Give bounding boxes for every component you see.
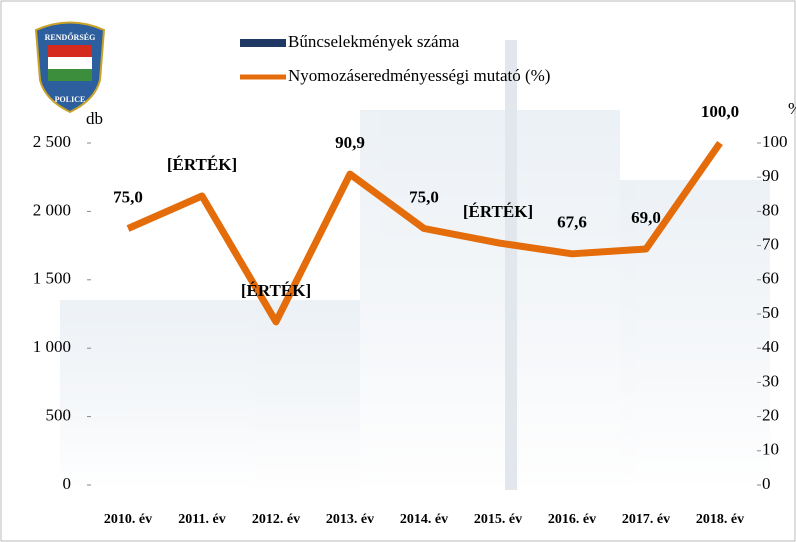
value-label: 75,0 xyxy=(409,187,439,206)
value-label: 90,9 xyxy=(335,133,365,152)
x-tick-label: 2010. év xyxy=(104,512,152,527)
y-tick-label: 1 000 xyxy=(33,337,71,356)
value-label: 69,0 xyxy=(631,208,661,227)
value-label: 100,0 xyxy=(701,102,739,121)
y2-tick-label: 50 xyxy=(762,303,779,322)
value-label: [ÉRTÉK] xyxy=(241,281,311,300)
background-building xyxy=(60,40,770,490)
logo-bottom: POLICE xyxy=(55,95,86,104)
x-tick-label: 2017. év xyxy=(622,512,670,527)
logo: RENDŐRSÉG POLICE xyxy=(34,21,106,114)
y-tick-label: 1 500 xyxy=(33,269,71,288)
legend-swatch xyxy=(240,39,286,47)
x-tick-label: 2016. év xyxy=(548,512,596,527)
logo-top: RENDŐRSÉG xyxy=(45,32,96,42)
x-tick-label: 2018. év xyxy=(696,512,744,527)
y-tick-label: 2 500 xyxy=(33,132,71,151)
y2-tick-label: 20 xyxy=(762,406,779,425)
y-tick-label: 2 000 xyxy=(33,200,71,219)
value-label: 67,6 xyxy=(557,213,587,232)
x-tick-label: 2014. év xyxy=(400,512,448,527)
y-tick-label: 500 xyxy=(46,406,72,425)
y2-tick-label: 60 xyxy=(762,269,779,288)
y2-axis-label: % xyxy=(788,99,796,118)
y2-tick-label: 10 xyxy=(762,440,779,459)
y2-tick-label: 40 xyxy=(762,337,779,356)
y2-tick-label: 30 xyxy=(762,371,779,390)
line xyxy=(126,140,723,326)
value-label: 75,0 xyxy=(113,187,143,206)
legend-label: Nyomozáseredményességi mutató (%) xyxy=(288,66,550,85)
y2-tick-label: 90 xyxy=(762,166,779,185)
legend-label: Bűncselekmények száma xyxy=(288,32,460,51)
y2-tick-label: 70 xyxy=(762,235,779,254)
x-tick-label: 2011. év xyxy=(178,512,225,527)
y2-tick-label: 80 xyxy=(762,200,779,219)
x-tick-label: 2013. év xyxy=(326,512,374,527)
y-tick-label: 0 xyxy=(63,474,72,493)
y-axis-label: db xyxy=(86,109,103,128)
value-label: [ÉRTÉK] xyxy=(167,155,237,174)
y2-tick-label: 0 xyxy=(762,474,771,493)
y2-tick-label: 100 xyxy=(762,132,788,151)
x-tick-label: 2012. év xyxy=(252,512,300,527)
value-label: [ÉRTÉK] xyxy=(463,202,533,221)
x-tick-label: 2015. év xyxy=(474,512,522,527)
